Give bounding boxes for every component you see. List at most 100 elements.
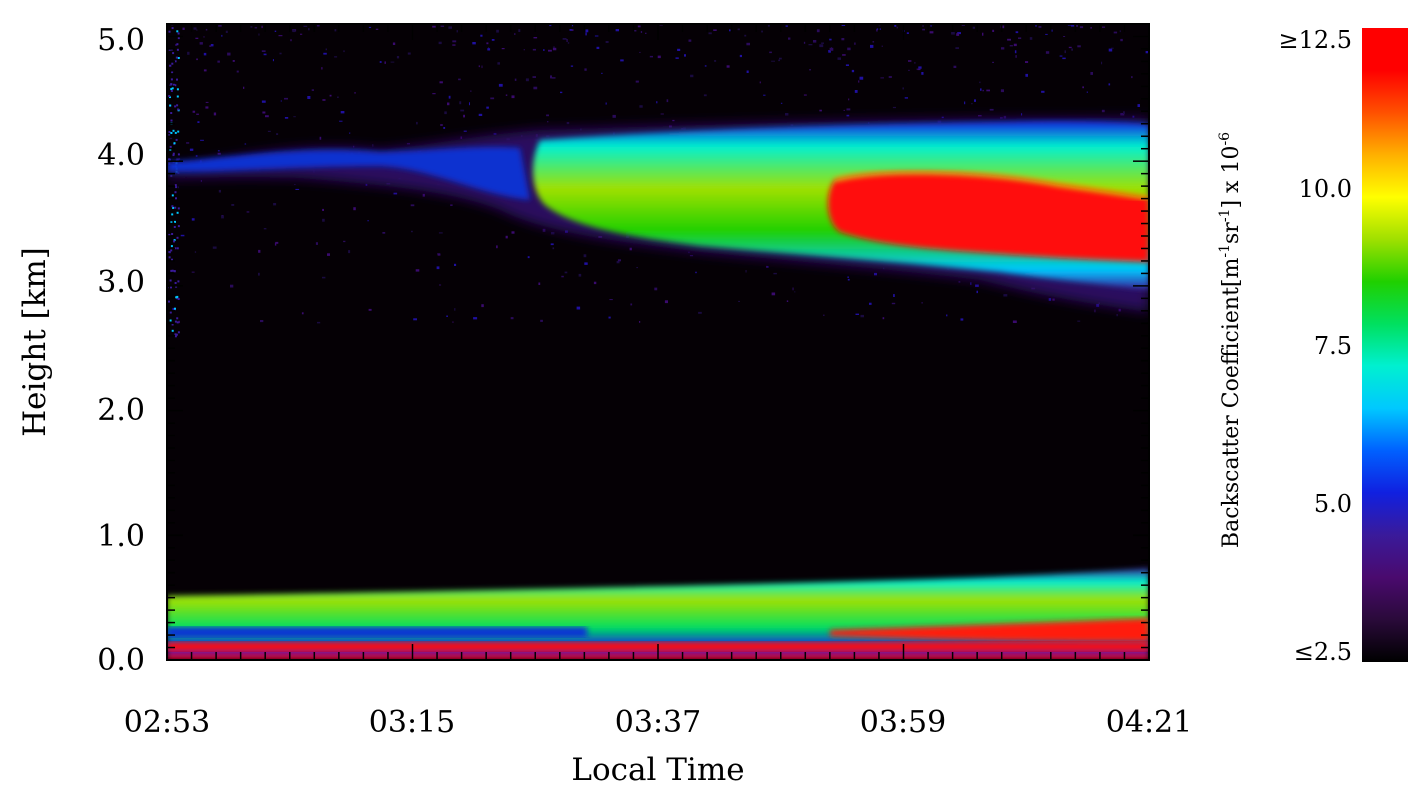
noise-pixel bbox=[322, 99, 326, 101]
noise-pixel bbox=[819, 44, 824, 48]
noise-pixel bbox=[319, 136, 322, 140]
noise-pixel bbox=[294, 184, 296, 185]
noise-pixel bbox=[677, 48, 681, 51]
x-axis-title: Local Time bbox=[571, 752, 744, 788]
noise-pixel bbox=[174, 320, 177, 323]
noise-pixel bbox=[393, 192, 398, 195]
noise-pixel bbox=[785, 113, 789, 116]
noise-pixel bbox=[688, 251, 690, 254]
noise-pixel bbox=[174, 220, 176, 223]
noise-pixel bbox=[893, 294, 895, 297]
noise-pixel bbox=[176, 321, 179, 324]
noise-pixel bbox=[1068, 46, 1072, 49]
noise-pixel bbox=[745, 270, 747, 273]
noise-pixel bbox=[518, 29, 521, 32]
noise-pixel bbox=[976, 290, 978, 294]
noise-pixel bbox=[550, 243, 554, 246]
noise-pixel bbox=[584, 262, 588, 265]
noise-pixel bbox=[779, 57, 782, 60]
noise-pixel bbox=[1025, 73, 1028, 77]
noise-pixel bbox=[908, 69, 910, 71]
noise-pixel bbox=[175, 43, 178, 46]
y-tick-label: 2.0 bbox=[97, 393, 145, 428]
noise-pixel bbox=[773, 272, 777, 275]
noise-pixel bbox=[979, 81, 981, 84]
noise-pixel bbox=[273, 203, 277, 206]
noise-pixel bbox=[578, 273, 582, 277]
noise-pixel bbox=[1113, 31, 1118, 34]
noise-pixel bbox=[794, 291, 796, 293]
noise-pixel bbox=[481, 65, 483, 69]
noise-pixel bbox=[612, 114, 616, 118]
noise-pixel bbox=[958, 281, 961, 283]
noise-pixel bbox=[176, 236, 179, 239]
noise-pixel bbox=[263, 228, 267, 230]
noise-pixel bbox=[549, 24, 552, 27]
noise-pixel bbox=[263, 53, 267, 56]
noise-pixel bbox=[171, 269, 174, 272]
noise-pixel bbox=[1003, 294, 1008, 297]
noise-pixel bbox=[203, 52, 207, 56]
noise-pixel bbox=[454, 308, 456, 311]
noise-pixel bbox=[703, 94, 707, 97]
noise-pixel bbox=[1045, 33, 1048, 35]
noise-pixel bbox=[1035, 24, 1037, 27]
noise-pixel bbox=[274, 242, 277, 246]
noise-pixel bbox=[440, 124, 443, 126]
noise-pixel bbox=[1018, 37, 1022, 39]
noise-pixel bbox=[891, 302, 896, 305]
noise-pixel bbox=[1059, 55, 1063, 57]
noise-pixel bbox=[176, 88, 179, 91]
noise-pixel bbox=[1029, 37, 1033, 40]
aerosol-layer-orange-rim bbox=[834, 170, 1149, 200]
noise-pixel bbox=[562, 38, 567, 40]
noise-pixel bbox=[406, 143, 410, 145]
noise-pixel bbox=[189, 148, 194, 151]
noise-pixel bbox=[583, 254, 587, 258]
noise-pixel bbox=[561, 275, 564, 278]
noise-pixel bbox=[639, 321, 641, 323]
noise-pixel bbox=[174, 335, 177, 338]
noise-pixel bbox=[639, 105, 643, 108]
noise-pixel bbox=[860, 314, 864, 318]
noise-pixel bbox=[970, 282, 972, 285]
noise-pixel bbox=[197, 121, 200, 123]
noise-pixel bbox=[486, 42, 489, 45]
noise-pixel bbox=[803, 94, 807, 96]
colorbar-title-base: Backscatter Coefficient[m bbox=[1219, 257, 1244, 548]
noise-pixel bbox=[892, 106, 896, 109]
noise-pixel bbox=[972, 26, 975, 29]
colorbar-title-mid: sr bbox=[1219, 222, 1244, 244]
noise-pixel bbox=[213, 112, 217, 116]
noise-pixel bbox=[191, 271, 195, 273]
noise-pixel bbox=[498, 83, 503, 87]
noise-pixel bbox=[187, 51, 190, 55]
noise-pixel bbox=[567, 42, 570, 44]
noise-pixel bbox=[171, 27, 174, 30]
noise-pixel bbox=[280, 100, 282, 102]
noise-pixel bbox=[176, 30, 179, 33]
noise-pixel bbox=[174, 84, 177, 87]
noise-pixel bbox=[454, 263, 457, 266]
noise-pixel bbox=[176, 247, 179, 250]
noise-pixel bbox=[1090, 27, 1092, 29]
noise-pixel bbox=[177, 108, 180, 111]
noise-pixel bbox=[175, 197, 177, 200]
noise-pixel bbox=[533, 86, 538, 90]
noise-pixel bbox=[353, 145, 355, 148]
noise-pixel bbox=[231, 204, 235, 206]
ground-blue-band bbox=[167, 627, 587, 637]
noise-pixel bbox=[656, 101, 658, 104]
noise-pixel bbox=[633, 30, 637, 32]
noise-pixel bbox=[244, 143, 247, 145]
noise-pixel bbox=[329, 94, 332, 97]
noise-pixel bbox=[221, 215, 224, 219]
noise-pixel bbox=[368, 26, 372, 28]
noise-pixel bbox=[469, 102, 470, 106]
noise-pixel bbox=[392, 42, 396, 45]
noise-pixel bbox=[881, 45, 883, 47]
noise-pixel bbox=[452, 44, 456, 46]
noise-pixel bbox=[169, 96, 171, 99]
noise-pixel bbox=[176, 104, 179, 107]
y-axis: 0.0 1.0 2.0 3.0 4.0 5.0 Height [km] bbox=[17, 23, 145, 678]
